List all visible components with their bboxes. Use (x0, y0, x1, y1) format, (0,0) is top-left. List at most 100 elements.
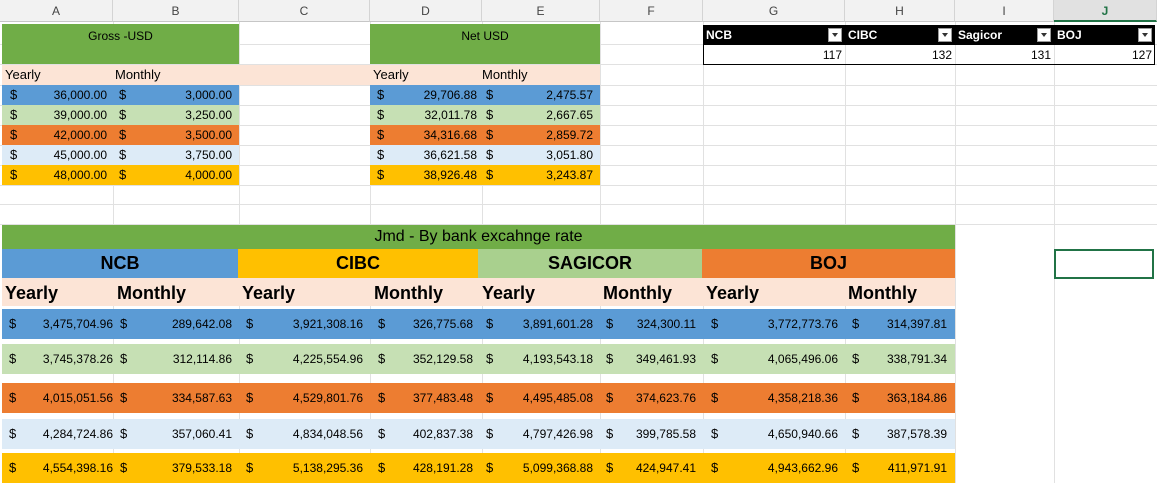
jmd-value[interactable]: 4,650,940.66 (767, 427, 838, 441)
jmd-value[interactable]: 377,483.48 (412, 391, 473, 405)
jmd-value[interactable]: 4,225,554.96 (292, 352, 363, 366)
gross-yearly-value: 36,000.00 (53, 88, 107, 102)
currency-symbol: $ (119, 147, 127, 162)
jmd-title-band[interactable] (2, 225, 955, 249)
column-header-c[interactable]: C (239, 0, 370, 22)
currency-symbol: $ (10, 167, 18, 182)
net-usd-row[interactable] (370, 145, 600, 165)
jmd-value[interactable]: 4,529,801.76 (292, 391, 363, 405)
currency-symbol: $ (486, 127, 494, 142)
jmd-value[interactable]: 357,060.41 (171, 427, 232, 441)
rate-header-ncb[interactable]: NCB (703, 25, 845, 45)
jmd-value[interactable]: 3,891,601.28 (522, 317, 593, 331)
net-usd-row[interactable] (370, 125, 600, 145)
bank-header-boj[interactable] (702, 249, 955, 278)
jmd-value[interactable]: 289,642.08 (171, 317, 232, 331)
gross-yearly-label: Yearly (5, 67, 41, 82)
gross-usd-header[interactable] (2, 24, 239, 64)
jmd-value[interactable]: 3,745,378.26 (42, 352, 113, 366)
gross-usd-row[interactable] (2, 85, 239, 105)
jmd-value[interactable]: 399,785.58 (635, 427, 696, 441)
jmd-value[interactable]: 324,300.11 (636, 317, 696, 331)
jmd-value[interactable]: 349,461.93 (635, 352, 696, 366)
jmd-value[interactable]: 334,587.63 (171, 391, 232, 405)
bank-header-ncb[interactable] (2, 249, 238, 278)
rate-header-boj[interactable]: BOJ (1054, 25, 1155, 45)
filter-dropdown-icon[interactable] (1138, 28, 1152, 42)
jmd-value[interactable]: 338,791.34 (886, 352, 947, 366)
currency-symbol: $ (852, 316, 860, 331)
column-header-j[interactable]: J (1054, 0, 1157, 22)
column-header-h[interactable]: H (845, 0, 955, 22)
currency-symbol: $ (246, 351, 254, 366)
jmd-value[interactable]: 424,947.41 (635, 461, 696, 475)
net-usd-row[interactable] (370, 165, 600, 185)
gross-usd-row[interactable] (2, 105, 239, 125)
currency-symbol: $ (119, 107, 127, 122)
gross-yearly-value: 45,000.00 (53, 148, 107, 162)
column-header-b[interactable]: B (113, 0, 239, 22)
jmd-value[interactable]: 374,623.76 (635, 391, 696, 405)
jmd-value[interactable]: 387,578.39 (886, 427, 947, 441)
jmd-value[interactable]: 4,943,662.96 (767, 461, 838, 475)
column-header-g[interactable]: G (703, 0, 845, 22)
column-header-i[interactable]: I (955, 0, 1054, 22)
jmd-value[interactable]: 4,284,724.86 (42, 427, 113, 441)
selected-cell[interactable] (1054, 249, 1154, 279)
jmd-value[interactable]: 4,358,218.36 (767, 391, 838, 405)
jmd-row[interactable] (2, 344, 955, 374)
net-usd-row[interactable] (370, 105, 600, 125)
jmd-row[interactable] (2, 309, 955, 339)
jmd-value[interactable]: 312,114.86 (172, 352, 232, 366)
jmd-value[interactable]: 4,495,485.08 (522, 391, 593, 405)
rate-value[interactable]: 131 (1030, 48, 1051, 62)
jmd-row[interactable] (2, 453, 955, 483)
bank-header-sagicor[interactable] (478, 249, 702, 278)
currency-symbol: $ (9, 351, 17, 366)
currency-symbol: $ (10, 127, 18, 142)
jmd-value[interactable]: 411,971.91 (887, 461, 947, 475)
net-usd-row[interactable] (370, 85, 600, 105)
rate-header-cibc[interactable]: CIBC (845, 25, 955, 45)
gross-usd-row[interactable] (2, 165, 239, 185)
jmd-value[interactable]: 363,184.86 (886, 391, 947, 405)
column-header-f[interactable]: F (600, 0, 703, 22)
jmd-row[interactable] (2, 419, 955, 449)
rate-value[interactable]: 127 (1131, 48, 1152, 62)
currency-symbol: $ (10, 87, 18, 102)
jmd-value[interactable]: 379,533.18 (171, 461, 232, 475)
currency-symbol: $ (119, 87, 127, 102)
jmd-value[interactable]: 4,834,048.56 (292, 427, 363, 441)
jmd-value[interactable]: 5,099,368.88 (522, 461, 593, 475)
rate-header-sagicor[interactable]: Sagicor (955, 25, 1054, 45)
jmd-value[interactable]: 4,797,426.98 (522, 427, 593, 441)
filter-dropdown-icon[interactable] (938, 28, 952, 42)
jmd-value[interactable]: 4,193,543.18 (522, 352, 593, 366)
column-header-a[interactable]: A (0, 0, 113, 22)
filter-dropdown-icon[interactable] (1037, 28, 1051, 42)
currency-symbol: $ (120, 460, 128, 475)
jmd-value[interactable]: 3,921,308.16 (292, 317, 363, 331)
jmd-value[interactable]: 314,397.81 (886, 317, 947, 331)
bank-header-cibc[interactable] (238, 249, 478, 278)
column-header-e[interactable]: E (482, 0, 600, 22)
gross-usd-row[interactable] (2, 145, 239, 165)
jmd-value[interactable]: 4,065,496.06 (767, 352, 838, 366)
jmd-value[interactable]: 402,837.38 (412, 427, 473, 441)
jmd-value[interactable]: 3,475,704.96 (42, 317, 113, 331)
rate-value[interactable]: 132 (931, 48, 952, 62)
jmd-value[interactable]: 5,138,295.36 (292, 461, 363, 475)
jmd-row[interactable] (2, 383, 955, 413)
rate-value[interactable]: 117 (822, 48, 842, 62)
column-header-d[interactable]: D (370, 0, 482, 22)
jmd-value[interactable]: 326,775.68 (412, 317, 473, 331)
net-usd-header[interactable] (370, 24, 600, 64)
gross-usd-row[interactable] (2, 125, 239, 145)
jmd-value[interactable]: 4,015,051.56 (42, 391, 113, 405)
jmd-value[interactable]: 4,554,398.16 (42, 461, 113, 475)
net-yearly-value: 36,621.58 (423, 148, 477, 162)
jmd-value[interactable]: 3,772,773.76 (767, 317, 838, 331)
filter-dropdown-icon[interactable] (828, 28, 842, 42)
jmd-value[interactable]: 428,191.28 (412, 461, 473, 475)
jmd-value[interactable]: 352,129.58 (412, 352, 473, 366)
